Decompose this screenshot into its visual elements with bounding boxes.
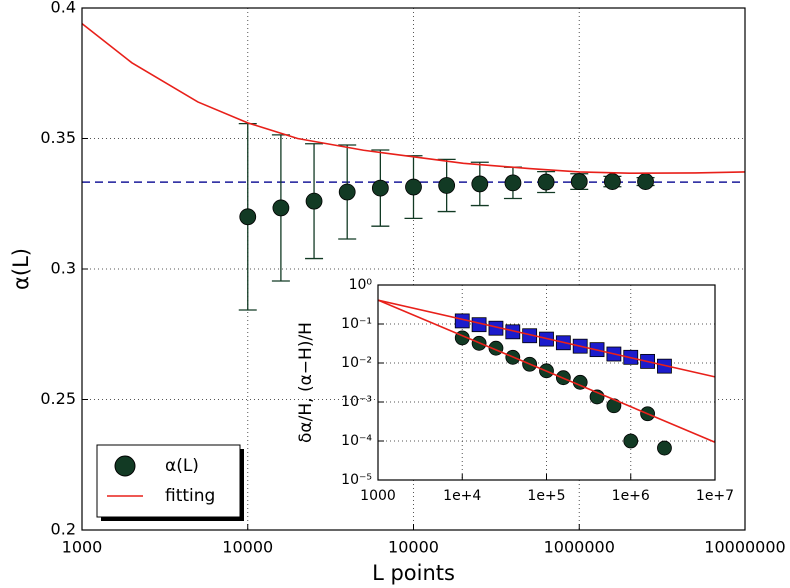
point xyxy=(623,433,639,449)
y-tick-label: 0.35 xyxy=(40,128,76,147)
x-tick-label: 1e+4 xyxy=(443,488,481,504)
x-tick-label: 10000 xyxy=(388,538,439,557)
x-tick-label: 1e+7 xyxy=(696,488,734,504)
x-tick-label: 1000 xyxy=(360,488,396,504)
chart-1: 1000 1e+4 1e+5 1e+6 1e+7 10⁻⁵ 10⁻⁴ 10⁻³ 10⁻² 10⁻¹… xyxy=(296,277,734,504)
plot-frame xyxy=(81,7,746,531)
x-tick-label: 10000000 xyxy=(704,538,785,557)
y-tick-label: 10⁰ xyxy=(349,277,373,293)
legend-label: fitting xyxy=(165,486,215,506)
point xyxy=(239,208,257,226)
point xyxy=(371,179,389,197)
point xyxy=(305,192,323,210)
point xyxy=(504,174,522,192)
point xyxy=(537,173,555,191)
y-tick-label: 10⁻² xyxy=(341,355,372,371)
y-tick-label: 0.25 xyxy=(40,389,76,408)
y-axis-label: α(L) xyxy=(9,248,33,290)
y-tick-label: 10⁻⁵ xyxy=(341,472,372,488)
point xyxy=(570,173,588,190)
x-tick-label: 10000 xyxy=(222,538,273,557)
plot-frame xyxy=(377,284,716,481)
y-tick-label: 0.2 xyxy=(51,520,76,539)
y-tick-label: 10⁻³ xyxy=(341,394,372,410)
legend-label: α(L) xyxy=(165,456,199,476)
fit-line xyxy=(377,299,716,443)
y-tick-label: 10⁻⁴ xyxy=(341,433,372,449)
y-axis-label: δα/H, (α−H)/H xyxy=(296,322,316,443)
x-tick-label: 1000000 xyxy=(544,538,615,557)
point xyxy=(405,178,422,196)
point xyxy=(438,177,456,194)
point xyxy=(272,199,290,217)
point xyxy=(637,173,654,190)
point xyxy=(657,440,672,456)
x-tick-label: 1e+6 xyxy=(612,488,650,504)
point xyxy=(603,173,621,190)
y-tick-label: 0.4 xyxy=(51,0,76,17)
x-tick-label: 1e+5 xyxy=(527,488,565,504)
fit-line xyxy=(81,23,746,175)
y-tick-label: 10⁻¹ xyxy=(341,316,372,332)
fit-line xyxy=(377,299,716,378)
y-tick-label: 0.3 xyxy=(51,259,76,278)
point xyxy=(471,175,489,193)
x-axis-label: L points xyxy=(372,561,455,585)
legend-swatch xyxy=(114,455,136,477)
point xyxy=(338,183,356,201)
x-tick-label: 1000 xyxy=(62,538,103,557)
